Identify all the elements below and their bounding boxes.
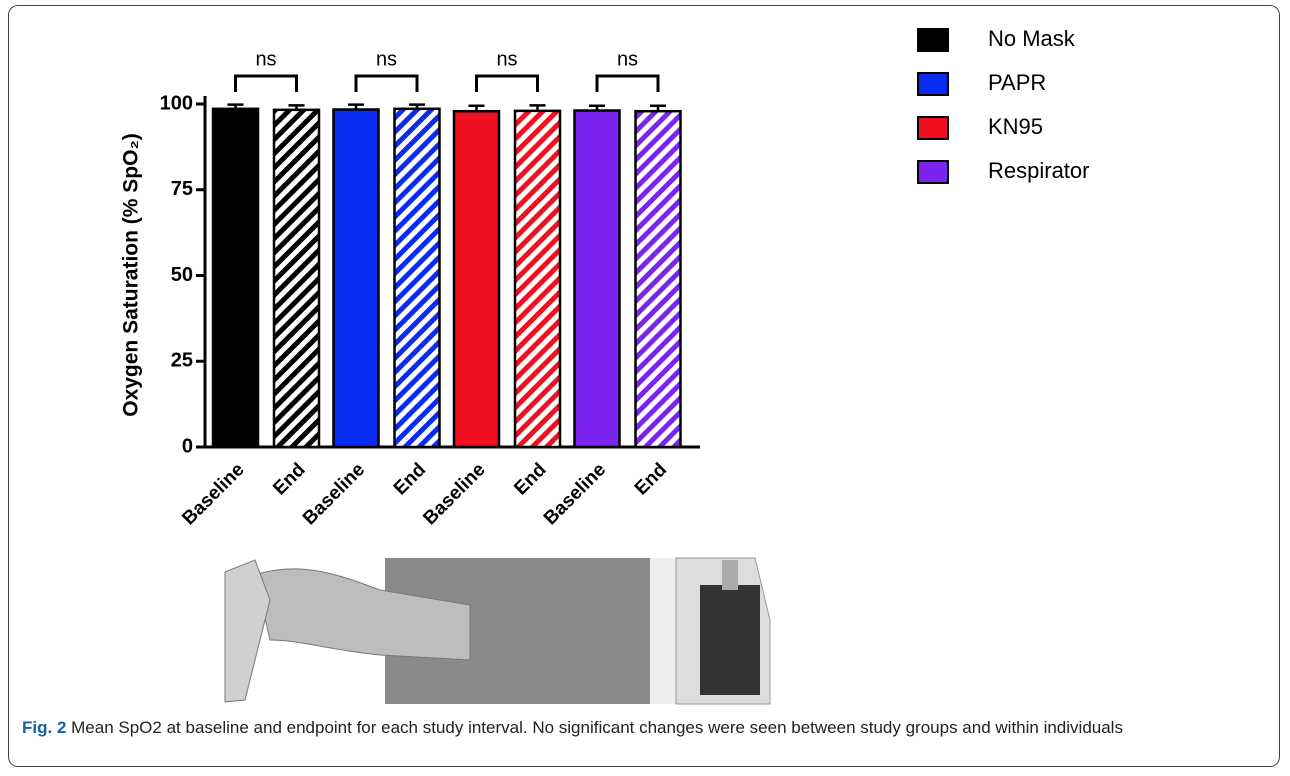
annotation: ns [255, 48, 276, 70]
page: Oxygen Saturation (% SpO₂) 0 25 50 75 100 Bas… [0, 0, 1290, 776]
x-tick-label: End [631, 459, 671, 499]
bar [395, 109, 440, 447]
significance-bracket [236, 76, 297, 92]
bar [636, 111, 681, 447]
y-tick-label: 50 [171, 264, 193, 286]
x-tick-label: Baseline [540, 459, 610, 529]
bar [575, 111, 620, 447]
legend-swatch [918, 117, 948, 139]
bar [454, 111, 499, 447]
significance-bracket [356, 76, 417, 92]
x-tick-label: Baseline [178, 459, 248, 529]
chart: Oxygen Saturation (% SpO₂) 0 25 50 75 100 Bas… [0, 0, 1290, 776]
y-tick-label: 25 [171, 350, 193, 372]
y-tick-label: 0 [182, 435, 193, 457]
legend-label: KN95 [988, 114, 1043, 139]
bar [515, 111, 560, 447]
significance-bracket [477, 76, 538, 92]
caption-text: Mean SpO2 at baseline and endpoint for e… [71, 718, 1123, 737]
annotation: ns [617, 48, 638, 70]
legend-label: Respirator [988, 158, 1089, 183]
legend-label: PAPR [988, 70, 1046, 95]
caption-label: Fig. 2 [22, 718, 66, 737]
x-tick-label: Baseline [419, 459, 489, 529]
bar [334, 109, 379, 447]
legend-swatch [918, 29, 948, 51]
y-tick-label: 75 [171, 178, 193, 200]
bar [213, 109, 258, 447]
bar [274, 110, 319, 447]
legend-swatch [918, 73, 948, 95]
legend-label: No Mask [988, 26, 1076, 51]
significance-bracket [597, 76, 658, 92]
x-tick-label: End [510, 459, 550, 499]
caption: Fig. 2 Mean SpO2 at baseline and endpoin… [22, 717, 1202, 739]
legend-swatch [918, 161, 948, 183]
x-tick-label: Baseline [299, 459, 369, 529]
x-tick-label: End [269, 459, 309, 499]
annotation: ns [376, 48, 397, 70]
y-tick-label: 100 [160, 92, 193, 114]
annotation: ns [496, 48, 517, 70]
illustration [225, 558, 770, 704]
y-axis-title: Oxygen Saturation (% SpO₂) [120, 133, 143, 417]
x-tick-label: End [390, 459, 430, 499]
